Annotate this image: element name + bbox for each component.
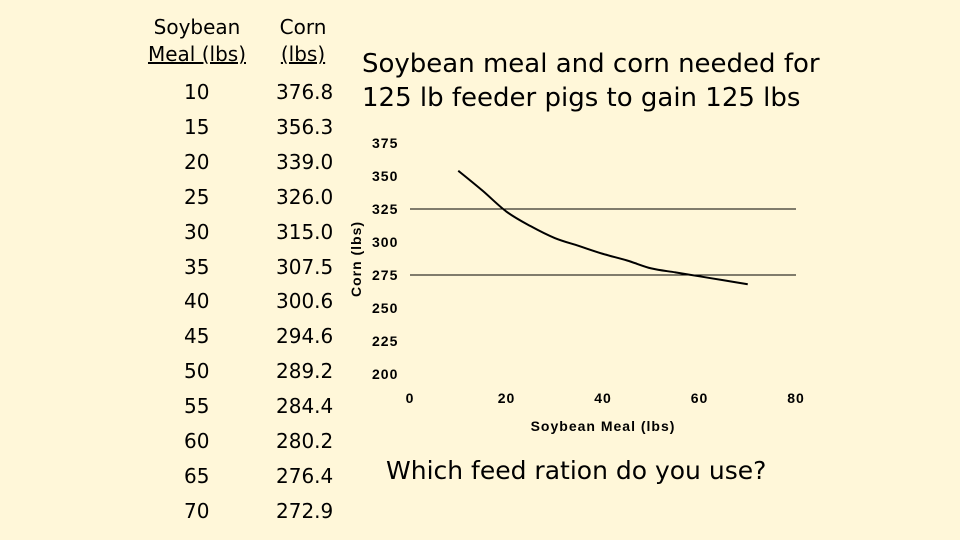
- chart-title: Soybean meal and corn needed for 125 lb …: [362, 47, 822, 115]
- soybean-cell: 25: [184, 184, 210, 209]
- y-tick-label: 275: [372, 267, 398, 283]
- soybean-cell: 60: [184, 429, 210, 453]
- corn-cell: 307.5: [276, 254, 334, 279]
- soybean-cell: 45: [184, 324, 210, 349]
- soybean-cell: 70: [184, 498, 210, 523]
- corn-cell: 356.3: [276, 114, 334, 139]
- y-tick-label: 375: [372, 135, 398, 151]
- corn-header-line2: (lbs): [280, 42, 326, 66]
- chart-title-line1: Soybean meal and corn needed for: [362, 49, 820, 79]
- soybean-cell: 40: [184, 289, 210, 314]
- corn-cell: 326.0: [276, 184, 334, 209]
- question-text: Which feed ration do you use?: [386, 456, 767, 485]
- corn-cell: 272.9: [276, 498, 334, 523]
- corn-cell: 339.0: [276, 149, 334, 174]
- corn-cell: 300.6: [276, 289, 334, 314]
- y-tick-label: 325: [372, 201, 398, 217]
- corn-header-line1: Corn: [279, 15, 327, 39]
- y-tick-label: 225: [372, 333, 398, 349]
- soybean-cell: 15: [184, 114, 210, 139]
- soybean-cell: 65: [184, 463, 210, 488]
- soybean-cell: 30: [184, 219, 210, 244]
- soybean-cell: 55: [184, 394, 210, 419]
- x-tick-label: 80: [787, 390, 805, 406]
- corn-cell: 284.4: [276, 394, 334, 419]
- x-tick-label: 20: [498, 390, 516, 406]
- x-tick-label: 40: [594, 390, 612, 406]
- soybean-meal-column-header: Soybean Meal (lbs): [138, 14, 256, 68]
- soybean-header-line1: Soybean: [153, 15, 241, 39]
- chart-title-line2: 125 lb feeder pigs to gain 125 lbs: [362, 83, 801, 113]
- corn-cell: 315.0: [276, 219, 334, 244]
- y-tick-label: 250: [372, 300, 398, 316]
- x-tick-label: 0: [406, 390, 415, 406]
- x-axis-label: Soybean Meal (lbs): [531, 418, 676, 434]
- corn-cell: 289.2: [276, 359, 334, 384]
- corn-cell: 280.2: [276, 429, 334, 453]
- soybean-cell: 10: [184, 80, 210, 104]
- x-tick-label: 60: [691, 390, 709, 406]
- soybean-header-line2: Meal (lbs): [147, 42, 246, 66]
- y-axis-label: Corn (lbs): [348, 221, 364, 297]
- corn-column-header: Corn (lbs): [258, 14, 348, 68]
- y-tick-label: 300: [372, 234, 398, 250]
- soybean-cell: 35: [184, 254, 210, 279]
- soybean-cell: 20: [184, 149, 210, 174]
- series-line: [457, 169, 748, 286]
- corn-cell: 294.6: [276, 324, 334, 349]
- soybean-cell: 50: [184, 359, 210, 384]
- y-tick-label: 350: [372, 168, 398, 184]
- y-tick-label: 200: [372, 366, 398, 382]
- corn-cell: 276.4: [276, 463, 334, 488]
- corn-cell: 376.8: [276, 80, 334, 104]
